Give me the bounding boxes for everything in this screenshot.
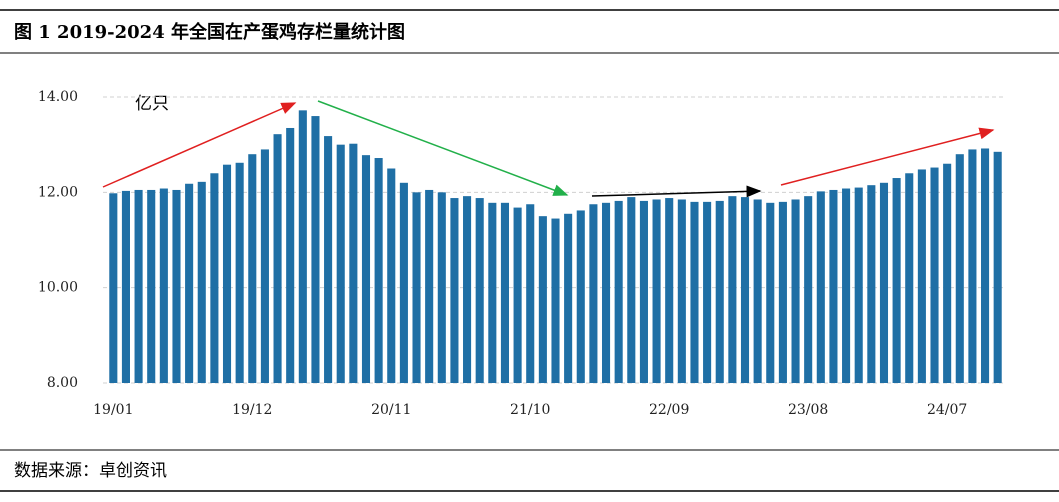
- bar: [728, 196, 737, 383]
- source: 数据来源：卓创资讯: [14, 461, 167, 481]
- bar: [324, 136, 333, 383]
- bar: [210, 173, 219, 383]
- plot: 8.00 10.00 12.00 14.00 19/01 19/12 20/11 21/10 2…: [38, 89, 1004, 418]
- bar: [778, 201, 787, 383]
- bar: [172, 189, 181, 383]
- x-tick-label: 23/08: [788, 402, 828, 418]
- bar: [222, 164, 232, 383]
- bar: [286, 127, 295, 383]
- bar: [715, 200, 724, 383]
- x-tick-label: 19/12: [232, 402, 272, 418]
- x-tick-label: 21/10: [510, 402, 550, 418]
- bar: [513, 207, 522, 383]
- x-tick-label: 24/07: [927, 402, 967, 418]
- bar: [665, 198, 674, 383]
- bar: [134, 189, 143, 383]
- bar: [905, 173, 914, 383]
- bar: [766, 202, 775, 383]
- bar: [463, 196, 472, 383]
- trend-arrow: [317, 100, 569, 196]
- bar: [298, 110, 307, 383]
- bar: [955, 154, 964, 383]
- bar: [867, 185, 876, 383]
- bar: [551, 218, 560, 383]
- bar: [387, 168, 396, 383]
- trend-arrow: [102, 102, 297, 188]
- bar: [109, 193, 118, 383]
- bar: [412, 192, 421, 383]
- x-tick-label: 22/09: [649, 402, 689, 418]
- bar: [677, 199, 686, 383]
- bar: [753, 199, 762, 383]
- bar: [437, 192, 446, 383]
- bar: [235, 162, 244, 383]
- bar: [816, 191, 825, 383]
- bar: [349, 143, 358, 383]
- trend-arrow: [591, 185, 762, 198]
- bar: [500, 202, 510, 383]
- bar: [311, 116, 320, 384]
- bar: [576, 210, 585, 383]
- bar: [614, 200, 623, 383]
- bar: [740, 197, 750, 383]
- bar: [399, 182, 408, 383]
- bar: [892, 178, 901, 383]
- trend-arrow: [780, 127, 995, 186]
- bar: [917, 169, 926, 383]
- bar: [374, 158, 383, 383]
- bar: [538, 216, 547, 383]
- x-tick-label: 20/11: [371, 402, 411, 418]
- bar: [842, 188, 851, 383]
- bar: [589, 204, 598, 383]
- bar: [361, 155, 371, 383]
- bar: [425, 189, 434, 383]
- bar: [981, 148, 990, 383]
- chart-title: 图 1 2019-2024 年全国在产蛋鸡存栏量统计图: [14, 21, 405, 43]
- bar: [601, 202, 611, 383]
- bar: [968, 149, 977, 383]
- bar: [879, 182, 889, 383]
- bar: [930, 167, 939, 383]
- bar: [450, 198, 459, 383]
- bar: [829, 189, 838, 383]
- y-tick-label: 12.00: [38, 184, 78, 200]
- bar: [564, 213, 573, 383]
- bar: [804, 196, 813, 383]
- bar: [854, 187, 863, 383]
- bar: [147, 189, 156, 383]
- bar: [159, 188, 168, 383]
- bar: [652, 199, 661, 383]
- bar: [248, 154, 257, 383]
- bar: [488, 202, 497, 383]
- bar: [197, 181, 206, 383]
- y-tick-label: 10.00: [38, 280, 78, 296]
- y-tick-label: 14.00: [38, 89, 78, 105]
- bar: [273, 134, 282, 383]
- bar: [703, 201, 712, 383]
- bar: [993, 151, 1002, 383]
- bar: [185, 183, 194, 383]
- x-tick-label: 19/01: [93, 402, 133, 418]
- y-tick-label: 8.00: [47, 375, 78, 391]
- bar: [639, 200, 648, 383]
- bar: [475, 198, 484, 383]
- bar: [690, 201, 699, 383]
- bar: [121, 190, 130, 383]
- bar: [791, 199, 800, 383]
- bar: [260, 149, 269, 383]
- bar: [336, 144, 345, 383]
- bar: [627, 197, 636, 383]
- unit-label: 亿只: [135, 94, 169, 114]
- bar: [526, 204, 535, 383]
- bar: [943, 163, 952, 383]
